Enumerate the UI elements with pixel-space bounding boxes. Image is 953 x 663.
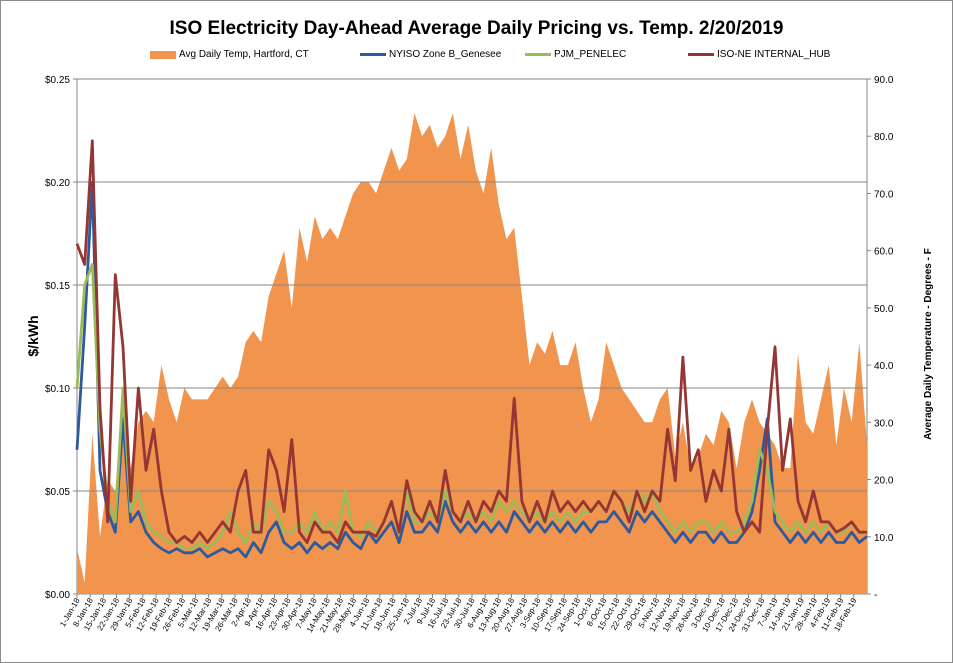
temp-area (77, 113, 867, 595)
y2-tick-label: 40.0 (874, 361, 894, 372)
legend-item-pjm: PJM_PENELEC (525, 49, 626, 60)
y2-tick-label: 60.0 (874, 247, 894, 258)
legend-swatch-pjm (525, 53, 551, 56)
y2-tick-label: 50.0 (874, 304, 894, 315)
y2-tick-label: 30.0 (874, 418, 894, 429)
legend-label-pjm: PJM_PENELEC (554, 49, 627, 60)
y2-tick-label: 10.0 (874, 533, 894, 544)
series-line-isone (75, 139, 867, 544)
legend-label-isone: ISO-NE INTERNAL_HUB (717, 49, 831, 60)
legend-swatch-isone (688, 53, 714, 56)
legend-item-nyiso: NYISO Zone B_Genesee (360, 49, 501, 60)
y-tick-label: $0.05 (45, 487, 70, 498)
y2-axis-label: Average Daily Temperature - Degrees - F (923, 248, 934, 440)
y2-tick-label: - (874, 590, 877, 601)
y-tick-label: $0.15 (45, 281, 70, 292)
legend-item-temp: Avg Daily Temp, Hartford, CT (150, 49, 309, 60)
y2-tick-label: 90.0 (874, 75, 894, 86)
legend-swatch-temp (150, 50, 176, 59)
legend-swatch-nyiso (360, 53, 386, 56)
y2-tick-label: 70.0 (874, 189, 894, 200)
y-tick-label: $0.25 (45, 75, 70, 86)
y-axis-label: $/kWh (25, 315, 41, 356)
legend-label-nyiso: NYISO Zone B_Genesee (389, 49, 502, 60)
y-tick-label: $0.00 (45, 590, 70, 601)
y2-tick-label: 80.0 (874, 132, 894, 143)
y2-tick-label: 20.0 (874, 476, 894, 487)
legend-label-temp: Avg Daily Temp, Hartford, CT (179, 49, 309, 60)
y-tick-label: $0.10 (45, 384, 70, 395)
series-line-pjm (75, 263, 867, 551)
series-line-nyiso (75, 180, 868, 559)
y-tick-label: $0.20 (45, 178, 70, 189)
chart-title: ISO Electricity Day-Ahead Average Daily … (169, 18, 784, 39)
legend-item-isone: ISO-NE INTERNAL_HUB (688, 49, 830, 60)
